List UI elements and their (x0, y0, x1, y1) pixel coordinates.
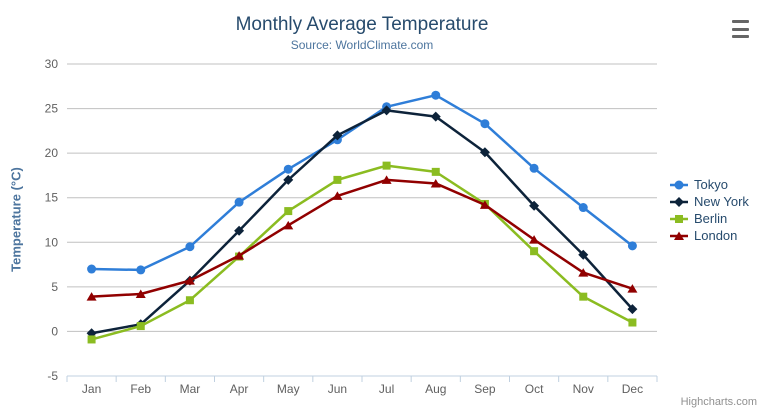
diamond-marker-icon (670, 196, 688, 207)
y-axis-tick-label: -5 (47, 369, 58, 383)
marker-tokyo-oct[interactable] (529, 163, 539, 173)
marker-new-york-jul[interactable] (381, 105, 392, 116)
marker-new-york-apr[interactable] (234, 225, 245, 236)
series-new-york-line[interactable] (90, 109, 634, 335)
series-tokyo-line[interactable] (90, 93, 634, 272)
hamburger-icon (732, 20, 749, 23)
legend-item-tokyo[interactable]: Tokyo (669, 176, 749, 193)
x-axis-tick-label: Apr (230, 382, 249, 396)
legend-label: Tokyo (694, 177, 728, 192)
y-axis-tick-label: 5 (51, 280, 58, 294)
marker-london-jan[interactable] (86, 292, 97, 301)
marker-london-feb[interactable] (135, 289, 146, 298)
square-marker-icon (670, 214, 688, 223)
hamburger-icon (732, 27, 749, 31)
marker-london-nov[interactable] (578, 268, 589, 277)
marker-berlin-feb[interactable] (136, 322, 145, 331)
marker-berlin-dec[interactable] (628, 318, 637, 327)
y-axis-tick-label: 0 (51, 324, 58, 338)
marker-new-york-aug[interactable] (430, 111, 441, 122)
x-axis-tick-label: Sep (474, 382, 496, 396)
legend-label: Berlin (694, 211, 728, 226)
x-axis-tick-label: May (277, 382, 300, 396)
marker-tokyo-jan[interactable] (87, 264, 97, 274)
credits-link[interactable]: Highcharts.com (680, 396, 757, 408)
marker-tokyo-nov[interactable] (578, 203, 588, 213)
marker-tokyo-sep[interactable] (480, 119, 490, 129)
y-axis-tick-label: 30 (45, 57, 59, 71)
marker-berlin-jun[interactable] (333, 175, 342, 184)
marker-london-may[interactable] (283, 220, 294, 230)
marker-london-oct[interactable] (529, 235, 540, 244)
marker-new-york-sep[interactable] (479, 147, 490, 158)
y-axis-tick-label: 10 (45, 235, 59, 249)
marker-london-apr[interactable] (234, 251, 245, 260)
marker-tokyo-dec[interactable] (627, 241, 637, 251)
marker-tokyo-may[interactable] (283, 164, 293, 174)
x-axis-tick-label: Jul (379, 382, 394, 396)
marker-new-york-jun[interactable] (332, 130, 343, 141)
series-berlin-line[interactable] (90, 164, 634, 341)
marker-tokyo-mar[interactable] (185, 242, 195, 252)
export-menu-button[interactable] (728, 17, 754, 41)
marker-london-sep[interactable] (479, 200, 490, 209)
marker-london-jul[interactable] (381, 175, 392, 184)
marker-new-york-may[interactable] (283, 174, 294, 185)
marker-london-aug[interactable] (430, 178, 441, 188)
marker-berlin-oct[interactable] (530, 247, 539, 256)
x-axis-tick-label: Aug (425, 382, 446, 396)
hamburger-icon (732, 35, 749, 38)
legend-item-berlin[interactable]: Berlin (669, 210, 749, 227)
y-axis-tick-label: 25 (45, 102, 59, 116)
circle-marker-icon (670, 180, 688, 189)
chart-title: Monthly Average Temperature (235, 14, 489, 35)
marker-tokyo-aug[interactable] (431, 90, 441, 100)
x-axis-tick-label: Jan (82, 382, 101, 396)
legend-item-london[interactable]: London (669, 227, 749, 244)
x-axis-tick-label: Feb (130, 382, 151, 396)
y-axis-tick-label: 15 (45, 191, 59, 205)
marker-new-york-nov[interactable] (578, 249, 589, 260)
legend-label: London (694, 228, 738, 243)
legend-label: New York (694, 194, 749, 209)
marker-berlin-jan[interactable] (87, 335, 96, 344)
marker-tokyo-feb[interactable] (136, 265, 146, 275)
marker-berlin-mar[interactable] (185, 296, 194, 305)
marker-berlin-nov[interactable] (579, 292, 588, 301)
marker-berlin-may[interactable] (284, 207, 293, 216)
triangle-marker-icon (670, 231, 688, 240)
marker-london-dec[interactable] (627, 284, 638, 293)
x-axis-tick-label: Oct (525, 382, 544, 396)
chart-subtitle: Source: WorldClimate.com (290, 38, 434, 52)
marker-berlin-jul[interactable] (382, 161, 391, 170)
marker-berlin-aug[interactable] (431, 167, 440, 176)
x-axis-tick-label: Nov (573, 382, 594, 396)
marker-tokyo-apr[interactable] (234, 197, 244, 207)
series-london-line[interactable] (90, 178, 634, 298)
x-axis-tick-label: Mar (180, 382, 201, 396)
legend: Tokyo New York Berlin London (669, 176, 749, 244)
x-axis-tick-label: Dec (622, 382, 643, 396)
y-axis-tick-label: 20 (45, 146, 59, 160)
marker-new-york-dec[interactable] (627, 304, 638, 315)
marker-new-york-oct[interactable] (529, 200, 540, 211)
marker-london-jun[interactable] (332, 191, 343, 200)
marker-london-mar[interactable] (184, 276, 195, 285)
x-axis-tick-label: Jun (328, 382, 347, 396)
y-axis-title: Temperature (°C) (8, 167, 24, 272)
legend-item-new-york[interactable]: New York (669, 193, 749, 210)
